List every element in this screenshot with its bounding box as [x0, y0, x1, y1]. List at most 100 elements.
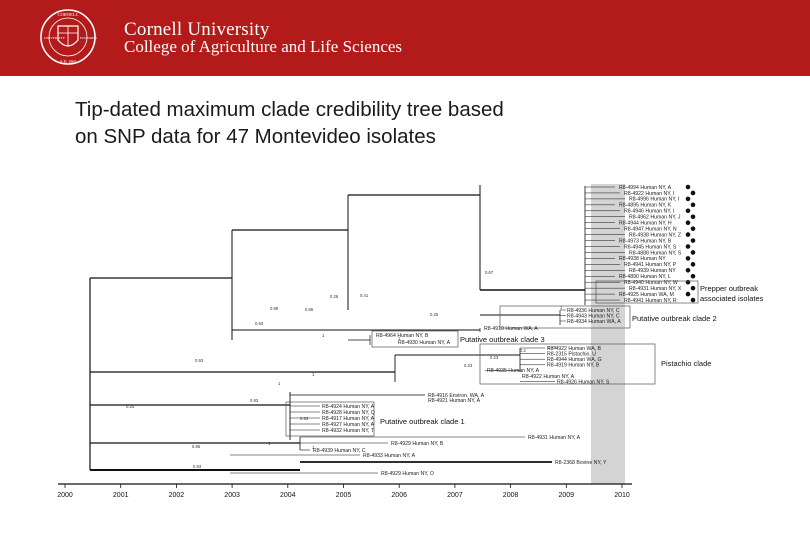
clade2-tip-label: R8-4943 Human NY, C	[567, 313, 620, 319]
isolate-marker-dot	[690, 250, 696, 255]
clade-label-clade2: Putative outbreak clade 2	[632, 314, 717, 323]
node-support-value: 1	[398, 336, 401, 341]
node-support-value: 0.23	[490, 355, 499, 360]
node-support-value: 0.79	[548, 345, 557, 350]
svg-text:A.D. 1865: A.D. 1865	[60, 59, 77, 64]
outbreak-tip-label: R8-4931 Human NY, X	[629, 286, 682, 292]
outbreak-tip-label: R8-4946 Human NY, I	[624, 209, 674, 215]
clade-label-pistachio: Pistachio clade	[661, 359, 711, 368]
node-support-value: 0.26	[330, 294, 339, 299]
clade1-tip-label: R8-4917 Human NY, A	[322, 416, 375, 422]
node-support-value: 0.93	[195, 358, 204, 363]
node-support-value: 1	[312, 445, 315, 450]
svg-text:UNIVERSITY: UNIVERSITY	[44, 36, 65, 40]
pistachio-tip-label: R8-4926 Human NY, S	[557, 379, 610, 385]
lower-tip-label: R8-2368 Bovine NY, Y	[555, 460, 607, 466]
isolate-marker-dot	[685, 268, 691, 273]
axis-year-label: 2004	[280, 492, 296, 499]
outbreak-tip-label: R8-4941 Human NY, P	[624, 262, 677, 268]
clade3-tip-label: R8-4964 Human NY, B	[376, 333, 429, 339]
clade3-box	[371, 330, 459, 348]
prepper-clade-box	[595, 280, 699, 304]
axis-year-label: 2006	[391, 492, 407, 499]
outbreak-tip-label: R8-4944 Human NY, H	[619, 221, 672, 227]
axis-year-label: 2000	[57, 492, 73, 499]
header-banner	[0, 0, 810, 76]
node-support-value: 0.93	[250, 398, 259, 403]
clade1-tip-label: R8-4927 Human NY, A	[322, 422, 375, 428]
svg-text:FOUNDED: FOUNDED	[80, 36, 97, 40]
isolate-marker-dot	[685, 184, 691, 190]
clade2-tip-label: R8-4934 Human WA, A	[567, 319, 621, 325]
pistachio-tip-label: R8-4919 Human NY, B	[547, 363, 600, 369]
clade-label-clade1: Putative outbreak clade 1	[380, 417, 465, 426]
outbreak-tip-label: R8-4945 Human NY, S	[624, 244, 677, 250]
mid-tip-label: R8-4910 Human WA, A	[484, 326, 538, 332]
node-support-value: 1	[312, 372, 315, 377]
clade-label-clade3: Putative outbreak clade 3	[460, 335, 545, 344]
isolate-marker-dot	[685, 256, 691, 261]
isolate-marker-dot	[690, 262, 696, 267]
lower-tip-label: R8-4931 Human NY, A	[528, 435, 581, 441]
node-support-value: 0.85	[192, 444, 201, 449]
node-support-value: 0.99	[270, 306, 279, 311]
node-support-value: 0.25	[126, 404, 135, 409]
college-name: College of Agriculture and Life Sciences	[124, 37, 403, 56]
clade1-tip-label: R8-4928 Human NY, Q	[322, 410, 375, 416]
cornell-seal-logo: CORNELL A.D. 1865 UNIVERSITY FOUNDED	[40, 9, 97, 65]
pistachio-tip-label: R8-4922 Human WA, B	[547, 346, 602, 352]
isolate-marker-dot	[690, 214, 696, 220]
isolate-marker-dot	[690, 202, 696, 208]
outbreak-tip-label: R8-4922 Human NY, I	[624, 191, 674, 197]
axis-year-label: 2008	[503, 492, 519, 499]
node-support-value: 0.65	[305, 307, 314, 312]
isolate-marker-dot	[690, 226, 696, 231]
node-support-value: 0.93	[193, 464, 202, 469]
pistachio-tip-label: R8-4944 Human WA, G	[547, 357, 602, 363]
lower-tip-label: R8-4929 Human NY, B	[391, 441, 444, 447]
outbreak-tip-label: R8-4888 Human NY, S	[629, 250, 682, 256]
axis-year-label: 2010	[614, 492, 630, 499]
node-support-value: 0.23	[464, 363, 473, 368]
clade-label-prepper: Prepper outbreak	[700, 284, 758, 293]
pistachio-box	[479, 343, 656, 385]
axis-year-label: 2001	[113, 492, 129, 499]
isolate-marker-dot	[685, 279, 691, 285]
pistachio-tip-label: R8-4935 Human NY, A	[487, 368, 540, 374]
clade1-tip-label: R8-4932 Human NY, T	[322, 428, 375, 434]
clade3-tip-label: R8-4930 Human NY, A	[398, 340, 451, 346]
outbreak-tip-label: R8-4925 Human WA, M	[619, 292, 674, 298]
node-support-value: 1	[268, 441, 271, 446]
node-support-value: 0.67	[485, 270, 494, 275]
isolate-marker-dot	[690, 238, 696, 243]
isolate-marker-dot	[690, 190, 696, 196]
node-support-value: 0.25	[430, 312, 439, 317]
clade1-tip-label: R8-4921 Human NY, A	[428, 398, 481, 404]
node-support-value: 0.2	[520, 348, 526, 353]
outbreak-tip-label: R8-4962 Human NY, J	[629, 215, 681, 221]
time-window-band	[591, 184, 625, 484]
outbreak-tip-label: R8-4940 Human NY, W	[624, 280, 678, 286]
lower-tip-label: R8-4929 Human NY, O	[381, 471, 434, 477]
outbreak-tip-label: R8-4890 Human NY, L	[619, 274, 671, 280]
axis-year-label: 2007	[447, 492, 463, 499]
university-name: Cornell University	[124, 19, 270, 40]
outbreak-tip-label: R8-4996 Human NY, I	[629, 197, 679, 203]
outbreak-tip-label: R8-4895 Human NY, K	[619, 203, 672, 209]
clade-label-prepper: associated isolates	[700, 294, 764, 303]
isolate-marker-dot	[685, 196, 691, 202]
node-support-value: 1	[278, 381, 281, 386]
clade1-box	[285, 401, 375, 437]
isolate-marker-dot	[685, 220, 691, 225]
axis-year-label: 2009	[559, 492, 575, 499]
clade1-tip-label: R8-4924 Human NY, A	[322, 404, 375, 410]
node-support-value: 0.41	[360, 293, 369, 298]
isolate-marker-dot	[685, 208, 691, 214]
clade1-tip-label: R8-4916 Environ. WA, A	[428, 393, 485, 399]
pistachio-tip-label: R8-2315 Pistachio, U	[547, 351, 596, 357]
isolate-marker-dot	[685, 232, 691, 237]
isolate-marker-dot	[685, 291, 691, 297]
isolate-marker-dot	[690, 297, 696, 303]
node-support-value: 0.93	[255, 321, 264, 326]
